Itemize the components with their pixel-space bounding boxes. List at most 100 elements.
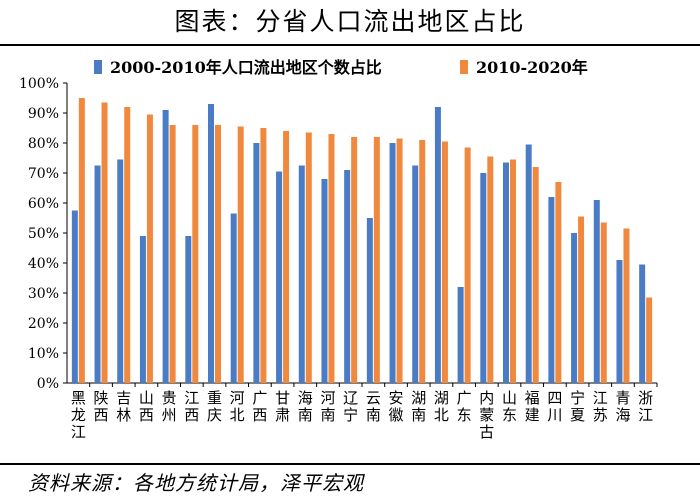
x-tick-label: 甘肃 [275,389,290,424]
bar-2000-2010 [480,173,487,383]
bar-2010-2020 [532,167,539,383]
x-tick-label: 宁夏 [570,389,585,424]
bar-2010-2020 [623,228,630,383]
x-tick-label: 江苏 [593,389,608,424]
bar-2000-2010 [230,213,237,383]
y-tick-label: 50% [28,226,59,242]
x-tick-label: 海南 [298,389,313,424]
x-tick-label: 湖北 [434,389,449,424]
y-tick-label: 40% [28,256,59,272]
bar-2000-2010 [253,143,260,383]
bar-2000-2010 [276,171,283,383]
bar-2010-2020 [351,137,358,383]
bar-2010-2020 [373,137,380,383]
bar-2010-2020 [646,297,653,383]
legend-label: 2010-2020年 [476,58,588,77]
bar-2010-2020 [441,141,448,383]
bar-2000-2010 [162,110,169,383]
x-tick-label: 四川 [547,389,562,424]
bar-2000-2010 [208,104,214,383]
bar-2000-2010 [71,210,78,383]
legend-swatch [460,60,468,74]
bar-2010-2020 [600,222,607,383]
source-divider [0,463,700,465]
bar-2000-2010 [616,260,623,383]
y-tick-label: 0% [37,376,59,392]
x-tick-label: 湖南 [411,389,426,424]
x-tick-label: 江西 [184,389,199,424]
bar-2000-2010 [412,165,419,383]
x-tick-label: 重庆 [207,389,222,424]
bar-2000-2010 [117,159,124,383]
bar-2010-2020 [510,159,516,383]
y-tick-label: 100% [19,76,59,92]
bar-2010-2020 [328,134,335,383]
bar-2010-2020 [283,131,290,383]
x-tick-label: 陕西 [94,389,109,424]
bar-2010-2020 [124,107,131,383]
x-tick-label: 吉林 [116,389,131,424]
bar-2000-2010 [548,197,555,383]
x-tick-label: 内蒙古 [479,389,494,441]
bar-2010-2020 [78,98,85,383]
bar-2000-2010 [185,236,192,383]
bar-2010-2020 [487,156,494,383]
bar-2000-2010 [366,218,373,383]
chart-title: 图表：分省人口流出地区占比 [174,7,526,36]
chart-axes: 0% 10% 20% 30% 40% 50% 60% 70% 80% 90% 100% 黑龙江陕西吉林… [19,76,658,441]
bar-2000-2010 [434,107,441,383]
bar-2010-2020 [215,125,221,383]
bar-2010-2020 [146,114,153,383]
chart-legend: 2000-2010年人口流出地区个数占比 2010-2020年 [94,58,588,77]
x-tick-label: 辽宁 [343,389,358,424]
bar-2010-2020 [396,138,403,383]
legend-label: 2000-2010年人口流出地区个数占比 [110,58,382,77]
bar-2000-2010 [389,143,396,383]
bar-2010-2020 [419,140,426,383]
x-tick-label: 青海 [615,389,630,424]
bar-2010-2020 [169,125,176,383]
x-tick-label: 山东 [502,389,517,424]
bar-2000-2010 [571,233,578,383]
y-tick-label: 30% [28,286,59,302]
bar-2000-2010 [298,165,305,383]
bar-2010-2020 [555,182,562,383]
bar-2000-2010 [457,287,464,383]
legend-swatch [94,60,102,74]
x-tick-label: 福建 [525,389,540,424]
x-tick-label: 河南 [320,389,335,424]
bar-2010-2020 [101,102,108,383]
bar-2010-2020 [464,147,471,383]
bar-2010-2020 [237,126,244,383]
x-tick-label: 浙江 [638,389,653,424]
x-tick-label: 广西 [252,389,267,424]
y-tick-label: 70% [28,166,59,182]
y-tick-label: 10% [28,346,59,362]
bar-2000-2010 [139,236,146,383]
x-tick-label: 广东 [457,389,472,424]
source-note: 资料来源：各地方统计局，泽平宏观 [28,471,364,495]
bar-2010-2020 [578,216,585,383]
x-tick-label: 安徽 [389,389,404,424]
x-tick-label: 河北 [230,389,245,424]
bar-chart: 0% 10% 20% 30% 40% 50% 60% 70% 80% 90% 100% 黑龙江陕西吉林… [19,58,658,441]
x-tick-label: 贵州 [162,389,177,424]
x-tick-label: 黑龙江 [71,389,86,441]
bar-2010-2020 [192,125,199,383]
bar-2010-2020 [305,132,312,383]
bar-2000-2010 [503,162,509,383]
y-tick-label: 20% [28,316,59,332]
y-tick-label: 90% [28,106,59,122]
bar-2000-2010 [94,165,101,383]
bar-2010-2020 [260,128,267,383]
y-tick-label: 60% [28,196,59,212]
bar-2000-2010 [525,144,532,383]
bar-2000-2010 [593,200,600,383]
bar-2000-2010 [639,264,646,383]
bar-2000-2010 [344,170,351,383]
x-tick-label: 云南 [366,389,381,424]
title-divider [0,44,700,46]
y-tick-label: 80% [28,136,59,152]
x-tick-label: 山西 [139,389,154,424]
bar-2000-2010 [321,179,328,383]
